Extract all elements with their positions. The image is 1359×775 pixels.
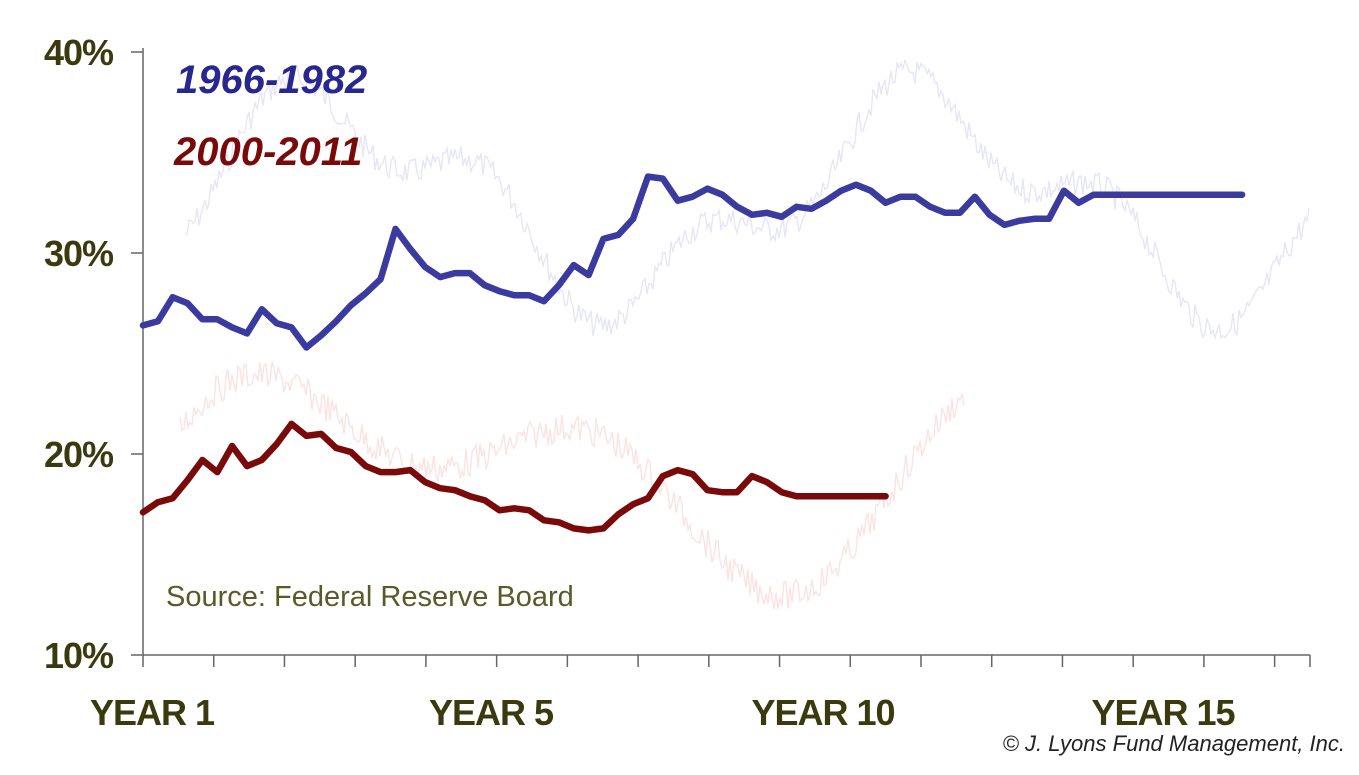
y-tick-label: 20% bbox=[44, 434, 114, 475]
axes bbox=[142, 48, 1310, 656]
faint-blue-line bbox=[184, 58, 1310, 341]
legend-2000-2011: 2000-2011 bbox=[173, 130, 362, 174]
series-line-2000-2011 bbox=[139, 420, 889, 534]
x-tick-label: YEAR 1 bbox=[90, 692, 215, 733]
series-line-1966-1982 bbox=[139, 173, 1246, 351]
x-tick-label: YEAR 10 bbox=[751, 692, 894, 733]
x-tick-label: YEAR 5 bbox=[429, 692, 554, 733]
y-tick-label: 40% bbox=[44, 32, 114, 73]
series bbox=[139, 173, 1246, 534]
y-tick-label: 30% bbox=[44, 233, 114, 274]
background-faint-lines bbox=[179, 58, 1310, 610]
copyright-text: © J. Lyons Fund Management, Inc. bbox=[1003, 731, 1345, 756]
legend-1966-1982: 1966-1982 bbox=[176, 58, 367, 102]
source-annotation: Source: Federal Reserve Board bbox=[166, 581, 574, 613]
y-tick-label: 10% bbox=[44, 635, 114, 676]
faint-red-line bbox=[179, 361, 965, 610]
x-tick-label: YEAR 15 bbox=[1091, 692, 1235, 733]
y-ticks: 10% 20% 30% 40% bbox=[44, 32, 143, 676]
x-ticks: YEAR 1 YEAR 5 YEAR 10 YEAR 15 bbox=[90, 655, 1311, 733]
